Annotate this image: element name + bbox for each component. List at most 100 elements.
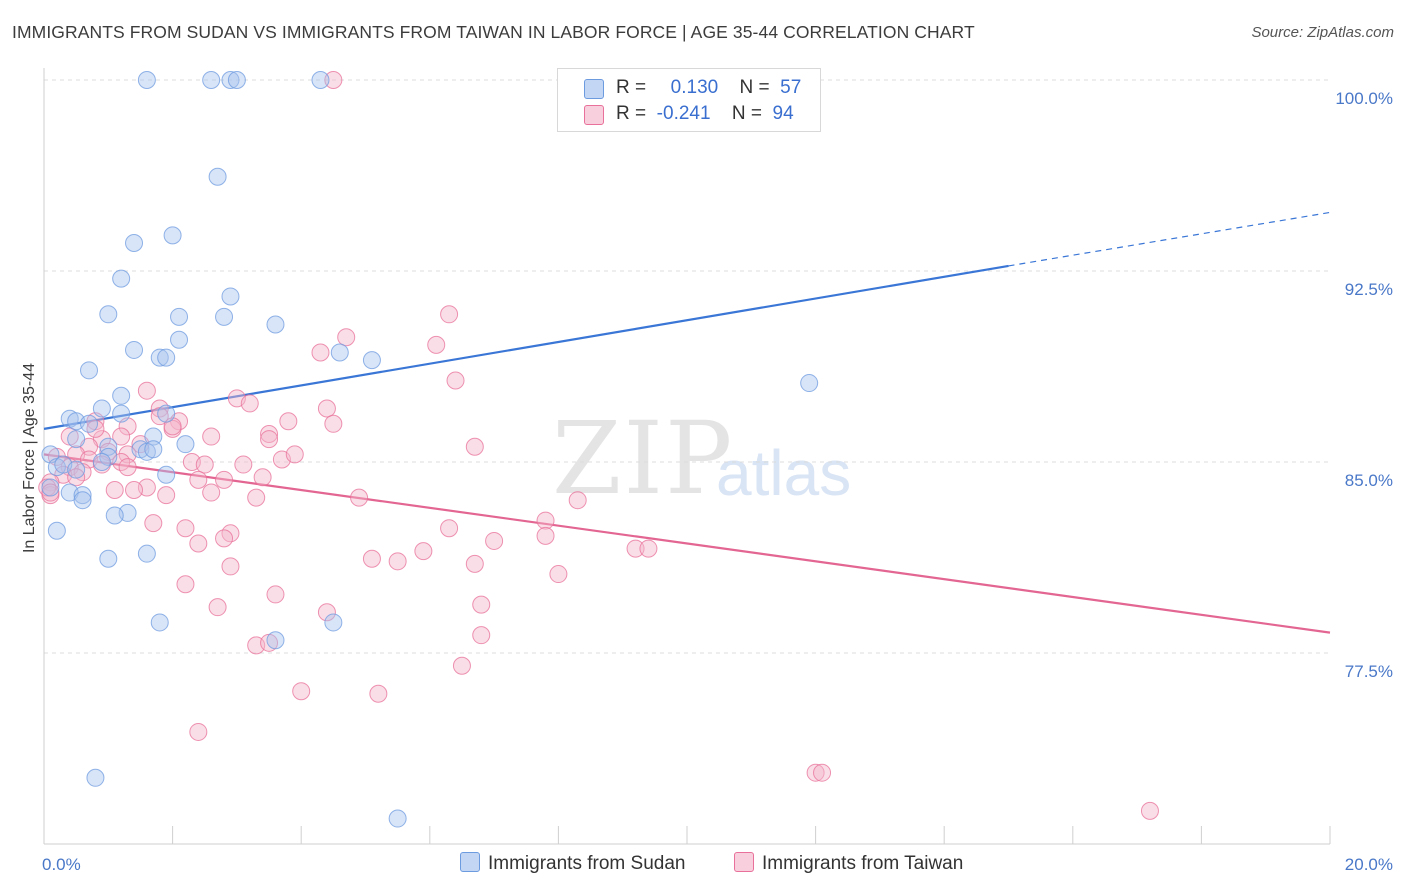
sudan-point [47, 521, 66, 540]
chart-title: IMMIGRANTS FROM SUDAN VS IMMIGRANTS FROM… [12, 22, 975, 42]
taiwan-point [369, 684, 388, 703]
correlation-legend: R = 0.130 N = 57 R = -0.241 N = 94 [557, 68, 821, 132]
sudan-point [227, 71, 246, 89]
sudan-point [266, 315, 285, 334]
axes [43, 68, 1331, 845]
taiwan-point [221, 557, 240, 576]
bottom-legend-taiwan: Immigrants from Taiwan [734, 852, 963, 875]
taiwan-point [189, 470, 208, 489]
taiwan-point [105, 481, 124, 500]
y-tick-label: 77.5% [1345, 662, 1393, 681]
taiwan-point [472, 595, 491, 614]
taiwan-point [247, 488, 266, 507]
sudan-point [99, 305, 118, 324]
legend-r-label: R = [616, 103, 647, 124]
taiwan-point [157, 486, 176, 505]
taiwan-point [626, 539, 645, 558]
taiwan-point [215, 470, 234, 489]
bottom-legend-sudan-label: Immigrants from Sudan [488, 853, 686, 874]
sudan-point [67, 430, 86, 449]
sudan-point [144, 440, 163, 459]
x-tick-label: 20.0% [1345, 855, 1393, 874]
taiwan-point [41, 473, 60, 492]
legend-r-value: -0.241 [656, 103, 711, 124]
sudan-point [311, 71, 330, 89]
taiwan-point [440, 519, 459, 538]
taiwan-point [317, 399, 336, 418]
taiwan-point [362, 549, 381, 568]
taiwan-point [1140, 801, 1159, 820]
taiwan-point [137, 381, 156, 400]
sudan-point [388, 809, 407, 828]
sudan-trend-line [43, 264, 1009, 430]
watermark-zip: ZIP [552, 400, 735, 517]
taiwan-point [324, 71, 343, 89]
taiwan-point [536, 526, 555, 545]
sudan-point [144, 427, 163, 446]
taiwan-point [118, 458, 137, 477]
sudan-point [215, 307, 234, 326]
taiwan-point [112, 427, 131, 446]
legend-n-value: 57 [780, 77, 802, 98]
taiwan-point [465, 437, 484, 456]
sudan-points [41, 71, 819, 828]
taiwan-point [813, 763, 832, 782]
sudan-point [800, 374, 819, 393]
sudan-point [170, 307, 189, 326]
bottom-legend-taiwan-label: Immigrants from Taiwan [762, 853, 964, 874]
sudan-point [67, 460, 86, 479]
taiwan-point [337, 328, 356, 347]
sudan-trend-extension [1008, 211, 1331, 267]
taiwan-point [324, 414, 343, 433]
sudan-point [80, 361, 99, 380]
watermark-atlas: atlas [716, 437, 852, 509]
taiwan-point [350, 488, 369, 507]
sudan-point [324, 613, 343, 632]
taiwan-point [317, 603, 336, 622]
sudan-point [99, 437, 118, 456]
bottom-swatch-taiwan [734, 852, 754, 872]
sudan-point [125, 340, 144, 359]
sudan-point [150, 348, 169, 367]
sudan-point [330, 343, 349, 362]
sudan-point [112, 386, 131, 405]
taiwan-point [472, 626, 491, 645]
tick-labels: 77.5% 85.0% 92.5% 100.0% 0.0% 20.0% [42, 89, 1393, 874]
sudan-point [99, 549, 118, 568]
y-tick-label: 100.0% [1335, 89, 1393, 108]
taiwan-point [240, 394, 259, 413]
taiwan-point [549, 565, 568, 584]
taiwan-point [234, 455, 253, 474]
legend-n-label: N = [739, 77, 770, 98]
sudan-point [125, 233, 144, 252]
taiwan-point [67, 468, 86, 487]
sudan-point [163, 226, 182, 245]
taiwan-point [260, 424, 279, 443]
taiwan-point [485, 531, 504, 550]
taiwan-point [806, 763, 825, 782]
taiwan-point [414, 542, 433, 561]
legend-r-value: 0.130 [670, 77, 719, 98]
taiwan-point [311, 343, 330, 362]
bottom-legend-sudan: Immigrants from Sudan [460, 852, 685, 875]
sudan-point [112, 404, 131, 423]
bottom-swatch-sudan [460, 852, 480, 872]
sudan-point [86, 768, 105, 787]
taiwan-point [215, 529, 234, 548]
sudan-point [80, 414, 99, 433]
legend-swatch-taiwan [584, 105, 604, 125]
taiwan-point [253, 468, 272, 487]
taiwan-point [266, 585, 285, 604]
sudan-point [157, 465, 176, 484]
sudan-point [157, 404, 176, 423]
legend-n-label: N = [731, 103, 762, 124]
sudan-point [176, 435, 195, 454]
legend-n-value: 94 [772, 103, 794, 124]
taiwan-point [568, 491, 587, 510]
taiwan-point [639, 539, 658, 558]
sudan-point [266, 631, 285, 650]
taiwan-point [144, 514, 163, 533]
taiwan-point [41, 483, 60, 502]
taiwan-point [195, 455, 214, 474]
taiwan-point [452, 656, 471, 675]
